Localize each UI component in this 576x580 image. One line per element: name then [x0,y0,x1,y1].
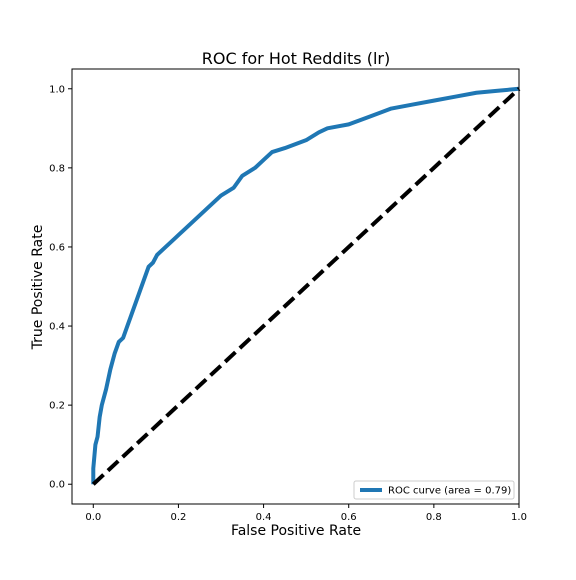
y-tick-label: 0.4 [49,322,65,333]
chance-diagonal-line [91,87,521,486]
y-tick-label: 0.0 [49,480,65,491]
y-tick-label: 1.0 [49,84,65,95]
plot-frame [71,68,520,505]
x-tick-label: 0.8 [426,512,442,523]
x-tick-label: 1.0 [511,512,527,523]
plot-area: 0.0 0.2 0.4 0.6 0.8 1.0 0.0 0.2 0.4 0.6 0.8 1.0 ROC … [49,68,527,523]
chart-title: ROC for Hot Reddits (lr) [202,49,390,68]
y-tick-label: 0.8 [49,163,65,174]
roc-curve-line [91,86,520,485]
x-tick-label: 0.6 [341,512,357,523]
x-tick-label: 0.4 [256,512,272,523]
y-axis-label: True Positive Rate [30,225,46,351]
x-tick-label: 0.2 [170,512,186,523]
x-tick-label: 0.0 [85,512,101,523]
y-tick-label: 0.2 [49,401,65,412]
legend-label: ROC curve (area = 0.79) [388,486,511,497]
y-tick-label: 0.6 [49,242,65,253]
legend-box [353,480,515,500]
x-axis-label: False Positive Rate [231,523,361,539]
